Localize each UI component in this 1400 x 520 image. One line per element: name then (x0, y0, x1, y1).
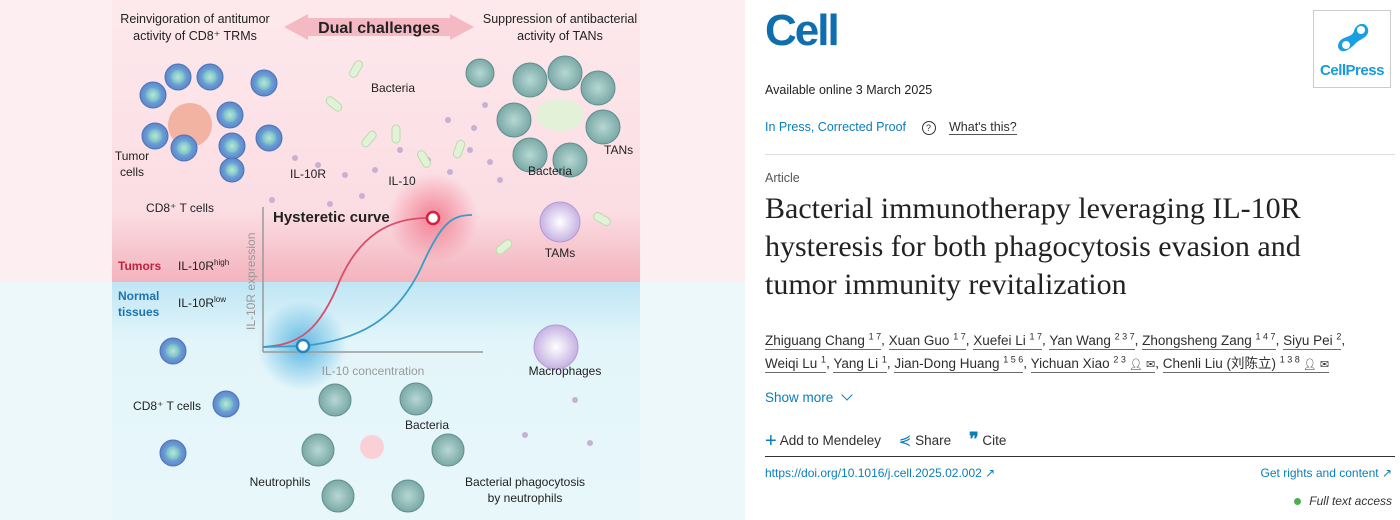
author-line: Weiqi Lu 1, Yang Li 1, Jian-Dong Huang 1… (765, 354, 1330, 373)
action-bar: + Add to Mendeley ⋞ Share ❞ Cite (765, 428, 1395, 452)
label-cd8-top: CD8⁺ T cells (146, 201, 214, 215)
label-macrophages: Macrophages (529, 364, 602, 378)
title-line: tumor immunity revitalization (765, 268, 1127, 301)
label-neutrophils: Neutrophils (250, 475, 311, 489)
normal-t-cells (159, 337, 240, 467)
show-more-label: Show more (765, 390, 834, 405)
divider-2 (765, 456, 1395, 457)
author-link[interactable]: Xuefei Li 1 7 (973, 331, 1043, 350)
label-phago: Bacterial phagocytosis (465, 475, 585, 489)
hysteresis-graph (262, 207, 483, 354)
author-link[interactable]: Siyu Pei 2 (1283, 331, 1342, 350)
tumor-cluster (139, 63, 283, 162)
label-cd8-bottom: CD8⁺ T cells (133, 399, 201, 413)
author-link[interactable]: Yichuan Xiao 2 3 👤︎ ✉ (1030, 354, 1156, 373)
label-bacteria-top: Bacteria (371, 81, 415, 95)
caption-top-right-2: activity of TANs (517, 29, 603, 43)
title-line: hysteresis for both phagocytosis evasion… (765, 230, 1301, 263)
il10-particles (269, 102, 593, 446)
neutrophils (301, 382, 465, 513)
label-tams: TAMs (545, 246, 575, 260)
person-mail-icon: 👤︎ ✉ (1299, 358, 1330, 371)
whats-this-link[interactable]: What's this? (949, 120, 1017, 135)
person-mail-icon: 👤︎ ✉ (1125, 358, 1156, 371)
external-link-icon: ↗ (985, 466, 996, 480)
label-phago-2: by neutrophils (488, 491, 563, 505)
share-icon: ⋞ (898, 432, 912, 449)
author-link[interactable]: Yan Wang 2 3 7 (1049, 331, 1135, 350)
label-bacteria-tans: Bacteria (528, 164, 572, 178)
show-more-button[interactable]: Show more (765, 389, 1395, 405)
bacteria (325, 60, 611, 255)
author-link[interactable]: Chenli Liu (刘陈立) 1 3 8 👤︎ ✉ (1162, 354, 1330, 373)
banner-title: Dual challenges (318, 20, 440, 37)
label-il10r: IL-10R (290, 167, 326, 181)
doi-link[interactable]: https://doi.org/10.1016/j.cell.2025.02.0… (765, 466, 996, 480)
label-normal: Normal (118, 289, 159, 303)
curve-title: Hysteretic curve (273, 209, 390, 226)
tam-cell (539, 201, 581, 243)
title-line: Bacterial immunotherapy leveraging IL-10… (765, 192, 1301, 225)
external-link-icon: ↗ (1381, 466, 1392, 480)
label-il10: IL-10 (388, 174, 416, 188)
status-row: In Press, Corrected Proof ? What's this? (765, 120, 1395, 135)
article-type: Article (765, 171, 800, 185)
bacteria-core (360, 435, 384, 459)
author-link[interactable]: Yang Li 1 (833, 354, 887, 373)
label-il10r-low: IL-10Rlow (178, 295, 226, 310)
label-tumor-cells-2: cells (120, 165, 144, 179)
author-link[interactable]: Zhongsheng Zang 1 4 7 (1142, 331, 1276, 350)
caption-top-left-2: activity of CD8⁺ TRMs (133, 29, 257, 43)
share-button[interactable]: ⋞ Share (898, 432, 952, 449)
label-tumors: Tumors (118, 259, 161, 273)
macrophage (533, 324, 579, 370)
add-to-mendeley-button[interactable]: + Add to Mendeley (765, 430, 882, 452)
author-link[interactable]: Zhiguang Chang 1 7 (765, 331, 882, 350)
author-line: Zhiguang Chang 1 7, Xuan Guo 1 7, Xuefei… (765, 331, 1346, 350)
x-axis-label: IL-10 concentration (322, 364, 425, 378)
chevron-down-icon (841, 389, 853, 401)
cellpress-logo[interactable]: CellPress (1313, 10, 1391, 88)
label-tissues: tissues (118, 305, 160, 319)
article-title: Bacterial immunotherapy leveraging IL-10… (765, 190, 1395, 304)
author-link[interactable]: Xuan Guo 1 7 (888, 331, 966, 350)
quote-icon: ❞ (968, 429, 979, 450)
article-status: In Press, Corrected Proof (765, 120, 907, 134)
y-axis-label: IL-10R expression (244, 233, 258, 330)
label-bacteria-bottom: Bacteria (405, 418, 449, 432)
label-tumor-cells: Tumor (115, 149, 149, 163)
cite-button[interactable]: ❞ Cite (968, 429, 1007, 450)
available-date: Available online 3 March 2025 (765, 83, 933, 97)
label-il10r-high: IL-10Rhigh (178, 258, 229, 273)
graphical-abstract: Dual challenges Reinvigoration of antitu… (0, 0, 745, 520)
author-link[interactable]: Jian-Dong Huang 1 5 6 (894, 354, 1024, 373)
plus-icon: + (765, 430, 777, 452)
cellpress-mark-icon (1338, 23, 1369, 52)
journal-logo[interactable]: Cell (765, 6, 840, 55)
author-list: Zhiguang Chang 1 7, Xuan Guo 1 7, Xuefei… (765, 327, 1395, 377)
tan-cluster (465, 55, 621, 178)
dual-challenges-arrow (284, 14, 474, 40)
caption-top-left: Reinvigoration of antitumor (120, 12, 269, 26)
access-dot-icon (1294, 498, 1302, 505)
publisher-name: CellPress (1320, 62, 1384, 79)
label-tans: TANs (604, 143, 633, 157)
access-status: Full text access (1294, 494, 1392, 508)
rights-link[interactable]: Get rights and content ↗ (1260, 466, 1392, 480)
question-circle-icon[interactable]: ? (921, 121, 936, 135)
divider (765, 154, 1395, 155)
author-link[interactable]: Weiqi Lu 1 (765, 354, 827, 373)
caption-top-right: Suppression of antibacterial (483, 12, 637, 26)
